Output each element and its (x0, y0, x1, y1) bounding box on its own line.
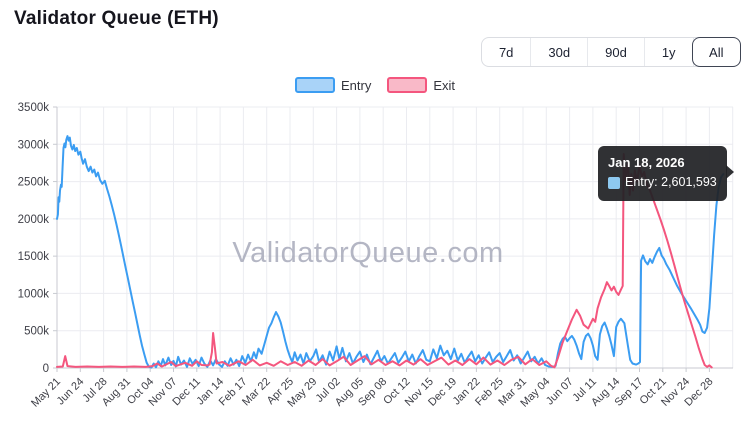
y-axis-label: 3500k (18, 102, 50, 114)
range-button-7d[interactable]: 7d (482, 38, 532, 66)
series-line-entry (56, 135, 725, 369)
page-title: Validator Queue (ETH) (14, 8, 219, 29)
y-axis-label: 0 (43, 363, 49, 375)
entry-color-swatch (294, 77, 335, 93)
watermark: ValidatorQueue.com (232, 237, 503, 269)
legend-entry-label: Entry (340, 77, 372, 93)
tooltip-arrow-icon (725, 165, 734, 179)
y-axis-label: 2500k (18, 177, 50, 189)
tooltip-date: Jan 18, 2026 (608, 155, 685, 170)
queue-chart[interactable]: 0 500k 1000k 1500k 2000k 2500k 3000k 3500k May 2… (0, 96, 750, 430)
range-button-90d[interactable]: 90d (588, 38, 645, 66)
range-selector: 7d 30d 90d 1y All (480, 37, 741, 67)
exit-color-swatch (387, 77, 428, 93)
chart-legend: Entry Exit (0, 77, 750, 93)
legend-item-entry[interactable]: Entry (294, 77, 372, 93)
y-axis-label: 3000k (18, 139, 50, 151)
y-axis-label: 2000k (18, 214, 50, 226)
legend-item-exit[interactable]: Exit (387, 77, 455, 93)
entry-series-marker (608, 176, 620, 189)
range-button-1y[interactable]: 1y (645, 38, 694, 66)
tooltip-entry-row: Entry: 2,601,593 (608, 173, 717, 192)
legend-exit-label: Exit (433, 77, 455, 93)
y-axis-label: 1500k (18, 251, 50, 263)
x-axis-label: May 21 (29, 376, 63, 410)
range-button-30d[interactable]: 30d (531, 38, 589, 66)
y-axis-label: 1000k (18, 288, 50, 300)
chart-tooltip: Jan 18, 2026 Entry: 2,601,593 (598, 146, 734, 201)
range-button-all[interactable]: All (692, 37, 741, 67)
y-axis-label: 500k (24, 326, 49, 338)
tooltip-entry-value: Entry: 2,601,593 (625, 175, 717, 190)
